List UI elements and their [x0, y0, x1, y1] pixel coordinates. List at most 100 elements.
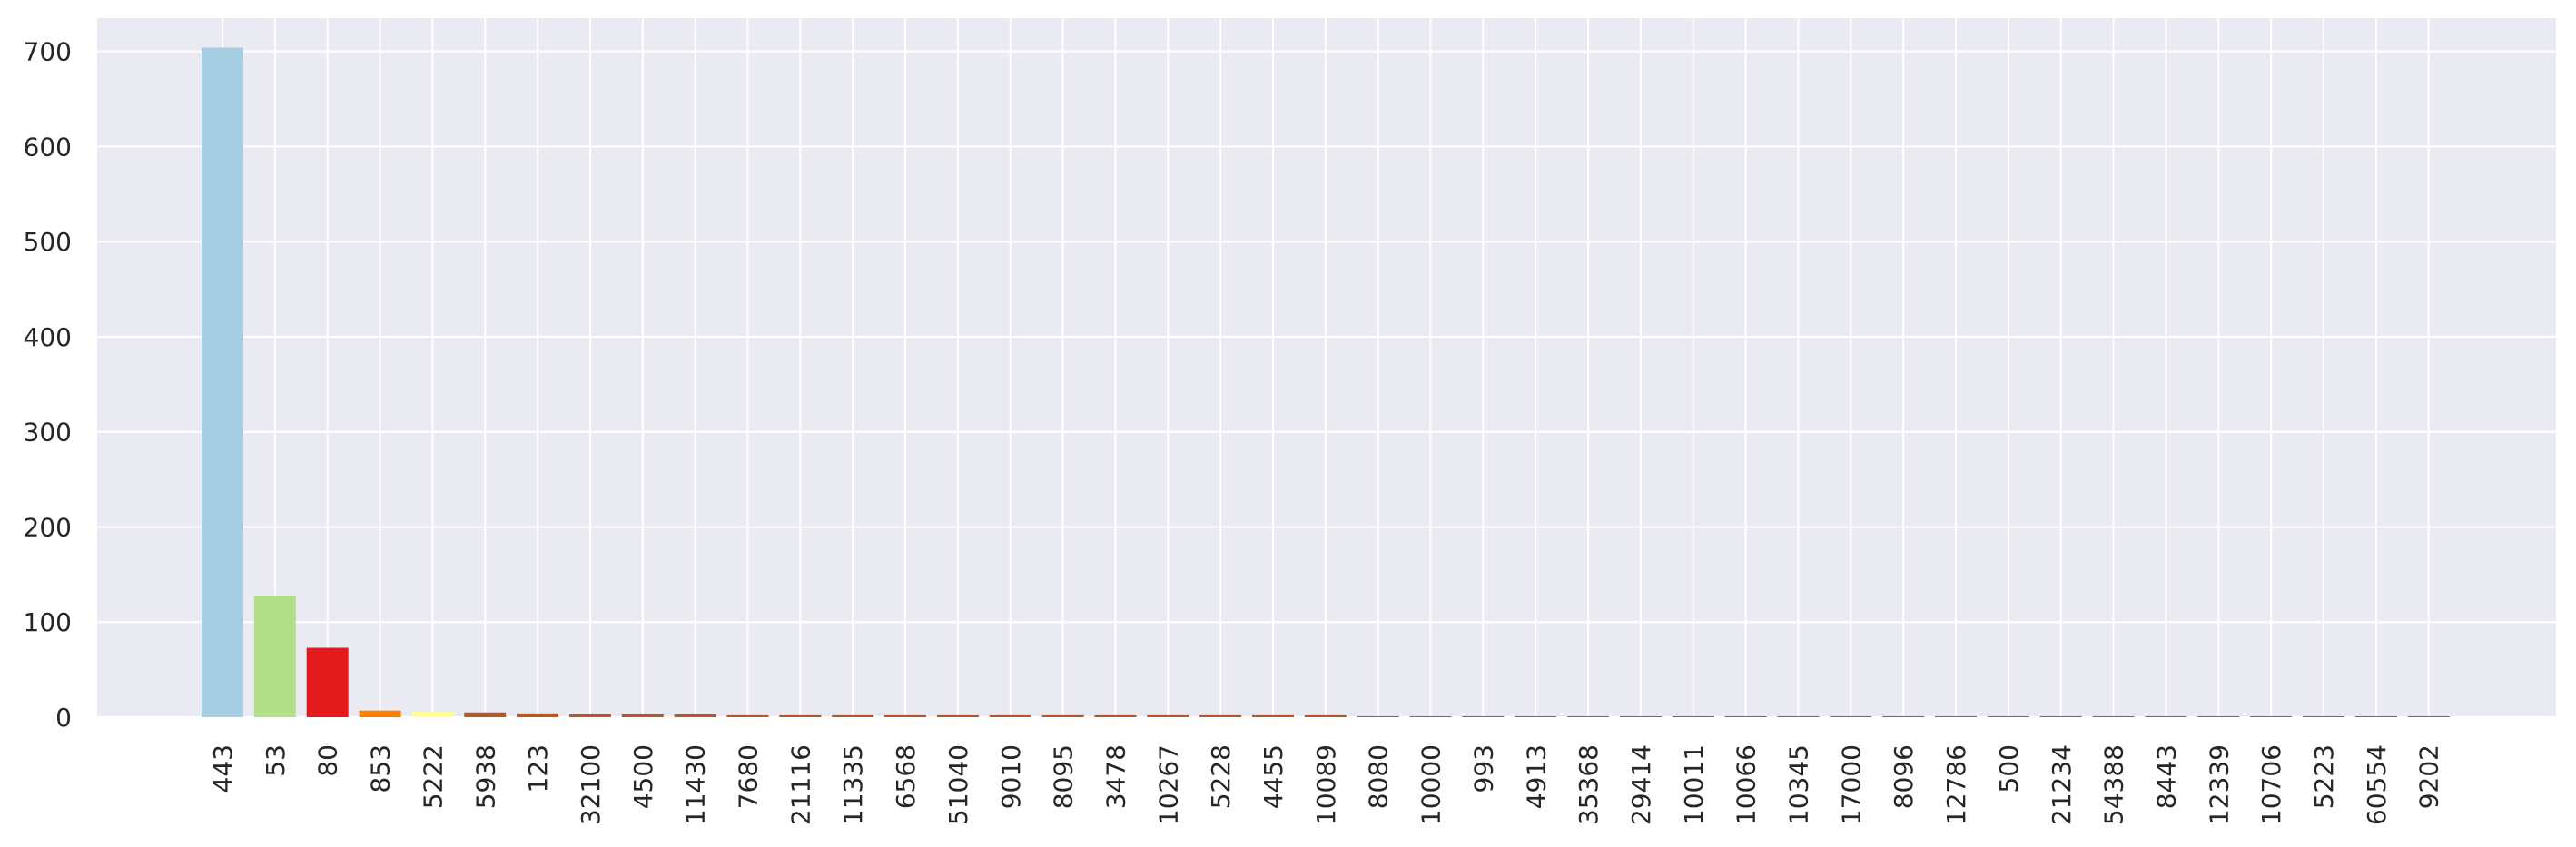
- bar: [202, 47, 243, 717]
- x-tick-label: 10000: [1416, 744, 1446, 825]
- x-tick-label: 4913: [1521, 744, 1551, 809]
- bar: [1041, 714, 1084, 717]
- x-tick-label: 500: [1994, 744, 2024, 793]
- grid: [97, 18, 2556, 718]
- x-tick-label: 12786: [1941, 744, 1971, 825]
- bars: [202, 47, 2450, 717]
- x-tick-label: 8096: [1889, 744, 1919, 809]
- bar: [2303, 715, 2344, 717]
- x-tick-label: 3478: [1100, 744, 1130, 809]
- x-tick-label: 10011: [1679, 744, 1709, 825]
- x-tick-label: 12339: [2204, 744, 2234, 825]
- x-tick-label: 51040: [943, 744, 973, 825]
- x-tick-label: 5228: [1206, 744, 1236, 809]
- bar: [1567, 715, 1610, 717]
- x-tick-label: 5223: [2309, 744, 2339, 809]
- x-tick-label: 853: [366, 744, 396, 793]
- bar: [1252, 714, 1294, 717]
- x-tick-label: 7680: [734, 744, 764, 809]
- bar: [936, 714, 979, 717]
- x-tick-label: 6568: [891, 744, 921, 809]
- x-axis-ticks: 443 53 80 853 5222 5938 123 32100 4500 11430 7680 2…: [208, 744, 2444, 825]
- x-tick-label: 11335: [838, 744, 868, 825]
- bar: [674, 714, 716, 717]
- y-tick-label: 600: [24, 132, 72, 162]
- x-tick-label: 54388: [2099, 744, 2129, 825]
- bar: [884, 714, 927, 717]
- bar: [2197, 715, 2240, 717]
- bar: [989, 714, 1031, 717]
- x-tick-label: 8095: [1049, 744, 1079, 809]
- y-tick-label: 700: [24, 37, 72, 67]
- bar: [1619, 715, 1662, 717]
- x-tick-label: 5222: [418, 744, 448, 809]
- x-tick-label: 4500: [628, 744, 658, 809]
- plot-area: [97, 18, 2556, 717]
- bar: [306, 647, 349, 717]
- bar: [1882, 715, 1925, 717]
- x-tick-label: 53: [261, 744, 291, 777]
- bar: [2145, 715, 2187, 717]
- x-tick-label: 80: [313, 744, 343, 777]
- x-tick-label: 17000: [1836, 744, 1866, 825]
- bar: [1724, 715, 1767, 717]
- x-tick-label: 4455: [1258, 744, 1288, 809]
- y-tick-label: 100: [24, 607, 72, 637]
- bar: [1987, 715, 2029, 717]
- x-tick-label: 8080: [1364, 744, 1394, 809]
- bar: [621, 714, 664, 717]
- bar: [1672, 715, 1714, 717]
- x-tick-label: 10066: [1732, 744, 1762, 825]
- bar: [2250, 715, 2293, 717]
- bar: [1357, 715, 1399, 717]
- x-tick-label: 29414: [1626, 744, 1656, 825]
- x-tick-label: 21234: [2047, 744, 2077, 825]
- bar: [2092, 715, 2135, 717]
- bar: [253, 595, 296, 717]
- x-tick-label: 9010: [996, 744, 1026, 809]
- bar: [1462, 715, 1505, 717]
- x-tick-label: 123: [523, 744, 553, 793]
- y-tick-label: 300: [24, 418, 72, 448]
- bar: [411, 711, 454, 717]
- x-tick-label: 10706: [2256, 744, 2286, 825]
- y-tick-label: 0: [55, 703, 72, 733]
- x-tick-label: 60554: [2362, 744, 2392, 825]
- y-tick-label: 400: [24, 322, 72, 352]
- y-axis-ticks: 0 100 200 300 400 500 600 700: [24, 37, 72, 733]
- x-tick-label: 9202: [2414, 744, 2444, 809]
- x-tick-label: 11430: [681, 744, 711, 825]
- x-tick-label: 10267: [1153, 744, 1183, 825]
- bar: [517, 713, 559, 717]
- bar: [2407, 715, 2450, 717]
- bar: [1094, 714, 1137, 717]
- bar: [2039, 715, 2082, 717]
- bar: [359, 710, 401, 717]
- x-tick-label: 5938: [470, 744, 500, 809]
- x-tick-label: 8443: [2151, 744, 2181, 809]
- y-tick-label: 500: [24, 227, 72, 257]
- bar: [1199, 714, 1242, 717]
- bar: [779, 714, 822, 717]
- bar: [726, 714, 769, 717]
- x-tick-label: 10345: [1784, 744, 1814, 825]
- bar: [1830, 715, 1872, 717]
- bar: [2354, 715, 2397, 717]
- x-tick-label: 443: [208, 744, 238, 793]
- y-tick-label: 200: [24, 512, 72, 542]
- bar: [464, 712, 507, 717]
- x-tick-label: 32100: [576, 744, 606, 825]
- bar: [1935, 715, 1978, 717]
- bar: [1777, 715, 1820, 717]
- x-tick-label: 21116: [785, 744, 815, 825]
- bar: [1304, 714, 1347, 717]
- bar: [568, 714, 611, 717]
- bar: [1147, 714, 1189, 717]
- x-tick-label: 10089: [1311, 744, 1341, 825]
- bar: [1409, 715, 1452, 717]
- bar: [1515, 715, 1557, 717]
- bar: [832, 714, 874, 717]
- x-tick-label: 35368: [1574, 744, 1604, 825]
- x-tick-label: 993: [1468, 744, 1498, 793]
